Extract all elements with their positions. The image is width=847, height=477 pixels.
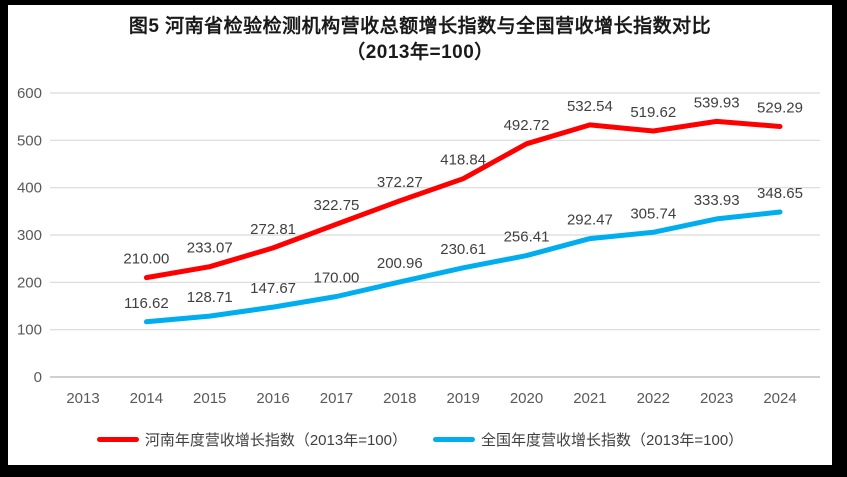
x-tick-label: 2018 (383, 390, 416, 407)
data-label: 539.93 (694, 94, 740, 111)
data-label: 147.67 (250, 280, 296, 297)
legend-label-henan: 河南年度营收增长指数（2013年=100） (144, 432, 407, 449)
data-label: 348.65 (757, 185, 803, 202)
data-label: 305.74 (630, 205, 676, 222)
y-tick-label: 400 (17, 180, 42, 197)
data-label: 292.47 (567, 212, 613, 229)
x-tick-label: 2017 (320, 390, 353, 407)
data-label: 256.41 (504, 229, 550, 246)
data-label: 529.29 (757, 99, 803, 116)
legend-item-henan: 河南年度营收增长指数（2013年=100） (96, 429, 407, 450)
data-label: 519.62 (630, 104, 676, 121)
data-label: 128.71 (187, 289, 233, 306)
x-tick-label: 2015 (193, 390, 226, 407)
y-tick-label: 300 (17, 227, 42, 244)
legend-item-national: 全国年度营收增长指数（2013年=100） (433, 429, 743, 450)
chart-title-block: 图5 河南省检验检测机构营收总额增长指数与全国营收增长指数对比 （2013年=1… (8, 14, 832, 66)
y-tick-label: 100 (17, 322, 42, 339)
chart-canvas: 图5 河南省检验检测机构营收总额增长指数与全国营收增长指数对比 （2013年=1… (8, 5, 832, 465)
chart-title: 图5 河南省检验检测机构营收总额增长指数与全国营收增长指数对比 (128, 16, 712, 37)
y-tick-label: 600 (17, 85, 42, 102)
data-label: 372.27 (377, 174, 423, 191)
x-tick-label: 2023 (700, 390, 733, 407)
data-label: 418.84 (440, 152, 486, 169)
data-label: 333.93 (694, 192, 740, 209)
data-label: 116.62 (124, 295, 169, 312)
x-tick-label: 2021 (573, 390, 606, 407)
line-chart-plot: 0 100 200 300 400 500 600 2013 2014 2015 2016 2017 2… (17, 85, 820, 407)
x-tick-label: 2020 (510, 390, 543, 407)
y-tick-label: 500 (17, 132, 42, 149)
data-label: 532.54 (567, 98, 613, 115)
chart-legend: 河南年度营收增长指数（2013年=100） 全国年度营收增长指数（2013年=1… (8, 429, 832, 450)
series-line-0 (143, 118, 783, 281)
x-tick-label: 2016 (256, 390, 289, 407)
data-label: 322.75 (314, 197, 360, 214)
x-tick-label: 2022 (637, 390, 670, 407)
data-label: 230.61 (440, 241, 486, 258)
y-tick-label: 0 (34, 369, 42, 386)
chart-subtitle: （2013年=100） (346, 42, 494, 63)
x-tick-label: 2014 (130, 390, 163, 407)
data-label: 272.81 (250, 221, 296, 238)
x-tick-label: 2019 (446, 390, 479, 407)
legend-swatch-henan (96, 437, 139, 442)
y-tick-label: 200 (17, 274, 42, 291)
series-line-1 (143, 209, 783, 325)
data-label: 233.07 (187, 240, 233, 257)
legend-label-national: 全国年度营收增长指数（2013年=100） (481, 432, 744, 449)
data-label: 170.00 (314, 270, 360, 287)
legend-swatch-national (433, 437, 475, 442)
data-label: 200.96 (377, 255, 423, 272)
x-tick-label: 2024 (763, 390, 796, 407)
x-tick-label: 2013 (66, 390, 99, 407)
data-label: 492.72 (504, 117, 550, 134)
data-label: 210.00 (123, 251, 169, 268)
